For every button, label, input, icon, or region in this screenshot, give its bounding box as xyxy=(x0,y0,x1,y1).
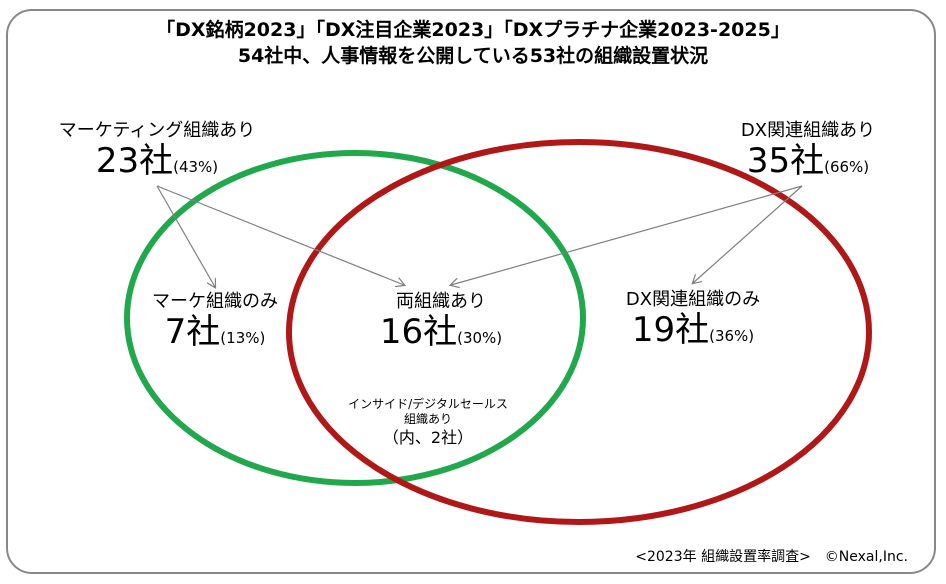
dx-total-label: DX関連組織あり 35社(66%) xyxy=(708,120,908,180)
marketing-only-label: マーケ組織のみ 7社(13%) xyxy=(130,291,300,351)
inside-sales-note-line1: インサイド/デジタルセールス xyxy=(348,397,508,411)
marketing-only-count: 7社 xyxy=(164,312,221,352)
marketing-total-pct: (43%) xyxy=(173,158,219,176)
dx-circle xyxy=(286,139,872,525)
both-name: 両組織あり xyxy=(396,291,486,312)
title-line-1: 「DX銘柄2023」「DX注目企業2023」「DXプラチナ企業2023-2025… xyxy=(156,19,790,41)
dx-total-pct: (66%) xyxy=(824,158,870,176)
dx-total-name: DX関連組織あり xyxy=(740,120,876,141)
dx-only-label: DX関連組織のみ 19社(36%) xyxy=(598,289,788,349)
dx-total-count: 35社 xyxy=(746,141,825,181)
arrow-dx-to-both xyxy=(451,185,803,285)
arrow-marketing-to-only xyxy=(156,185,215,287)
both-label: 両組織あり 16社(30%) xyxy=(356,291,526,351)
marketing-only-name: マーケ組織のみ xyxy=(152,291,278,312)
inside-sales-note-line2: 組織あり xyxy=(403,412,452,426)
inside-sales-note: インサイド/デジタルセールス 組織あり （内、2社） xyxy=(328,397,528,449)
title-line-2: 54社中、人事情報を公開している53社の組織設置状況 xyxy=(237,45,709,67)
dx-only-name: DX関連組織のみ xyxy=(625,289,761,310)
arrow-marketing-to-both xyxy=(156,185,404,285)
footer-credit: <2023年 組織設置率調査> ©Nexal,Inc. xyxy=(635,549,908,565)
marketing-total-label: マーケティング組織あり 23社(43%) xyxy=(52,120,262,180)
dx-only-count: 19社 xyxy=(631,310,710,350)
arrow-dx-to-only xyxy=(693,185,803,283)
both-count: 16社 xyxy=(379,312,458,352)
marketing-circle xyxy=(124,150,586,486)
marketing-total-name: マーケティング組織あり xyxy=(58,120,256,141)
marketing-only-pct: (13%) xyxy=(220,329,266,347)
outer-frame xyxy=(6,9,936,574)
inside-sales-note-line3: （内、2社） xyxy=(382,428,474,447)
dx-only-pct: (36%) xyxy=(709,327,755,345)
both-pct: (30%) xyxy=(457,329,503,347)
marketing-total-count: 23社 xyxy=(95,141,174,181)
